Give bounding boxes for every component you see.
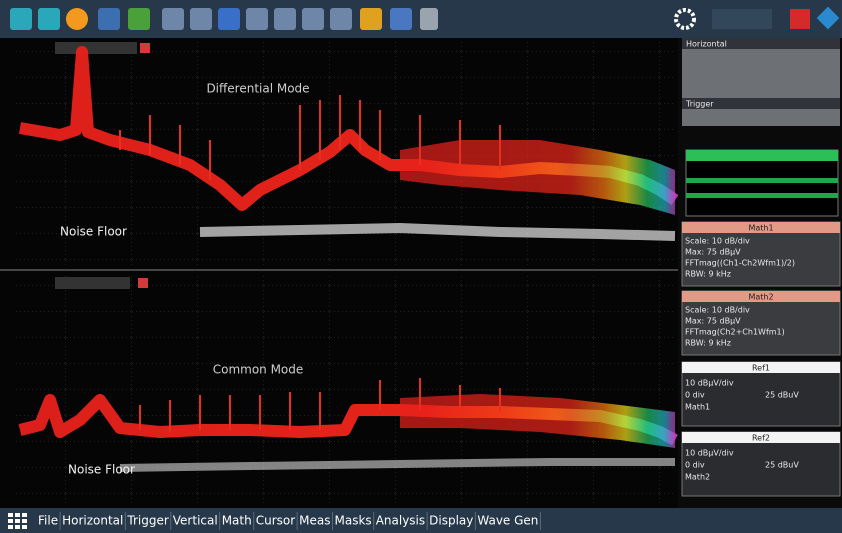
box-line: RBW: 9 kHz bbox=[685, 339, 731, 348]
spectrum-top bbox=[18, 46, 679, 241]
math1-box[interactable] bbox=[681, 221, 841, 287]
box-line: Math2 bbox=[685, 473, 710, 482]
pane-close[interactable] bbox=[140, 43, 150, 53]
toolbar-icons[interactable] bbox=[10, 6, 840, 30]
box-line: FFTmag((Ch1-Ch2Wfm1)/2) bbox=[685, 259, 795, 268]
menu-bar bbox=[0, 508, 842, 533]
box-line: FFTmag(Ch2+Ch1Wfm1) bbox=[685, 328, 785, 337]
menu-item[interactable]: Vertical bbox=[173, 514, 218, 528]
pane-label: Differential Mode bbox=[206, 82, 309, 96]
box-line: RBW: 9 kHz bbox=[685, 270, 731, 279]
box-line: 10 dBµV/div bbox=[685, 449, 734, 458]
noise-label: Noise Floor bbox=[68, 463, 135, 477]
box-title: Horizontal bbox=[686, 40, 727, 49]
box-line: 0 div bbox=[685, 391, 705, 400]
pane-tab[interactable] bbox=[55, 277, 130, 289]
pane-close[interactable] bbox=[138, 278, 148, 288]
menu-item[interactable]: Display bbox=[429, 514, 473, 528]
box-title: Math2 bbox=[748, 293, 773, 302]
menu-item[interactable]: File bbox=[38, 514, 58, 528]
box-line: 0 div bbox=[685, 461, 705, 470]
noise-label: Noise Floor bbox=[60, 225, 127, 239]
ref1-box[interactable] bbox=[681, 361, 841, 427]
box-line: Max: 75 dBµV bbox=[685, 248, 741, 257]
box-title: Math1 bbox=[748, 224, 773, 233]
ref2-box[interactable] bbox=[681, 431, 841, 497]
menu-item[interactable]: Wave Gen bbox=[477, 514, 538, 528]
menu-item[interactable]: Meas bbox=[299, 514, 330, 528]
box-line: 25 dBuV bbox=[765, 461, 799, 470]
box-line: Scale: 10 dB/div bbox=[685, 306, 750, 315]
spectrum-bottom bbox=[18, 378, 678, 472]
pane-tab[interactable] bbox=[55, 42, 137, 54]
menu-item[interactable]: Trigger bbox=[126, 514, 168, 528]
math2-box[interactable] bbox=[681, 290, 841, 356]
menu-grid-icon[interactable] bbox=[8, 513, 27, 529]
box-line: Max: 75 dBµV bbox=[685, 317, 741, 326]
menu-item[interactable]: Analysis bbox=[376, 514, 425, 528]
menu-item[interactable]: Math bbox=[222, 514, 252, 528]
menu-item[interactable]: Masks bbox=[335, 514, 372, 528]
menu-item[interactable]: Cursor bbox=[256, 514, 296, 528]
box-line: 10 dBµV/div bbox=[685, 379, 734, 388]
box-title: Ref1 bbox=[752, 364, 770, 373]
box-line: Math1 bbox=[685, 403, 710, 412]
menu-items: File Horizontal Trigger Vertical Math Cursor M… bbox=[38, 512, 541, 530]
menu-item[interactable]: Horizontal bbox=[62, 514, 123, 528]
pane-label: Common Mode bbox=[213, 363, 304, 377]
box-line: Scale: 10 dB/div bbox=[685, 237, 750, 246]
horizontal-box[interactable] bbox=[682, 38, 840, 126]
box-title: Trigger bbox=[685, 100, 714, 109]
box-title: Ref2 bbox=[752, 434, 770, 443]
box-line: 25 dBuV bbox=[765, 391, 799, 400]
